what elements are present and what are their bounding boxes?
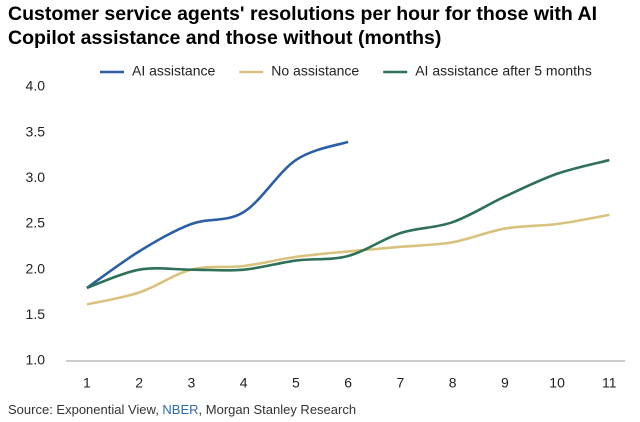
x-tick-label: 1 — [83, 375, 91, 391]
x-tick-label: 10 — [549, 375, 565, 391]
legend-label: AI assistance after 5 months — [415, 63, 592, 79]
series-line — [86, 213, 610, 306]
x-tick-label: 8 — [449, 375, 457, 391]
legend-label: No assistance — [271, 63, 359, 79]
source-text: Source: Exponential View, — [8, 402, 162, 417]
source-link: NBER — [162, 402, 198, 417]
x-tick-label: 2 — [135, 375, 143, 391]
series-line — [86, 158, 610, 290]
x-tick-label: 4 — [240, 375, 248, 391]
y-tick-label: 3.5 — [26, 123, 46, 139]
y-tick-label: 2.5 — [26, 215, 46, 231]
x-tick-label: 5 — [292, 375, 300, 391]
y-tick-label: 4.0 — [26, 78, 46, 94]
x-tick-label: 11 — [602, 375, 617, 391]
x-tick-label: 3 — [187, 375, 195, 391]
y-tick-label: 1.0 — [26, 352, 46, 368]
legend-label: AI assistance — [132, 63, 215, 79]
series-line — [86, 140, 349, 289]
x-tick-label: 6 — [344, 375, 352, 391]
y-tick-label: 2.0 — [26, 260, 46, 276]
x-tick-label: 9 — [501, 375, 509, 391]
y-tick-label: 3.0 — [26, 169, 46, 185]
source-text: , Morgan Stanley Research — [199, 402, 357, 417]
chart-title: Customer service agents' resolutions per… — [8, 3, 598, 49]
y-tick-label: 1.5 — [26, 306, 46, 322]
source: Source: Exponential View, NBER, Morgan S… — [8, 402, 356, 417]
x-tick-label: 7 — [396, 375, 404, 391]
